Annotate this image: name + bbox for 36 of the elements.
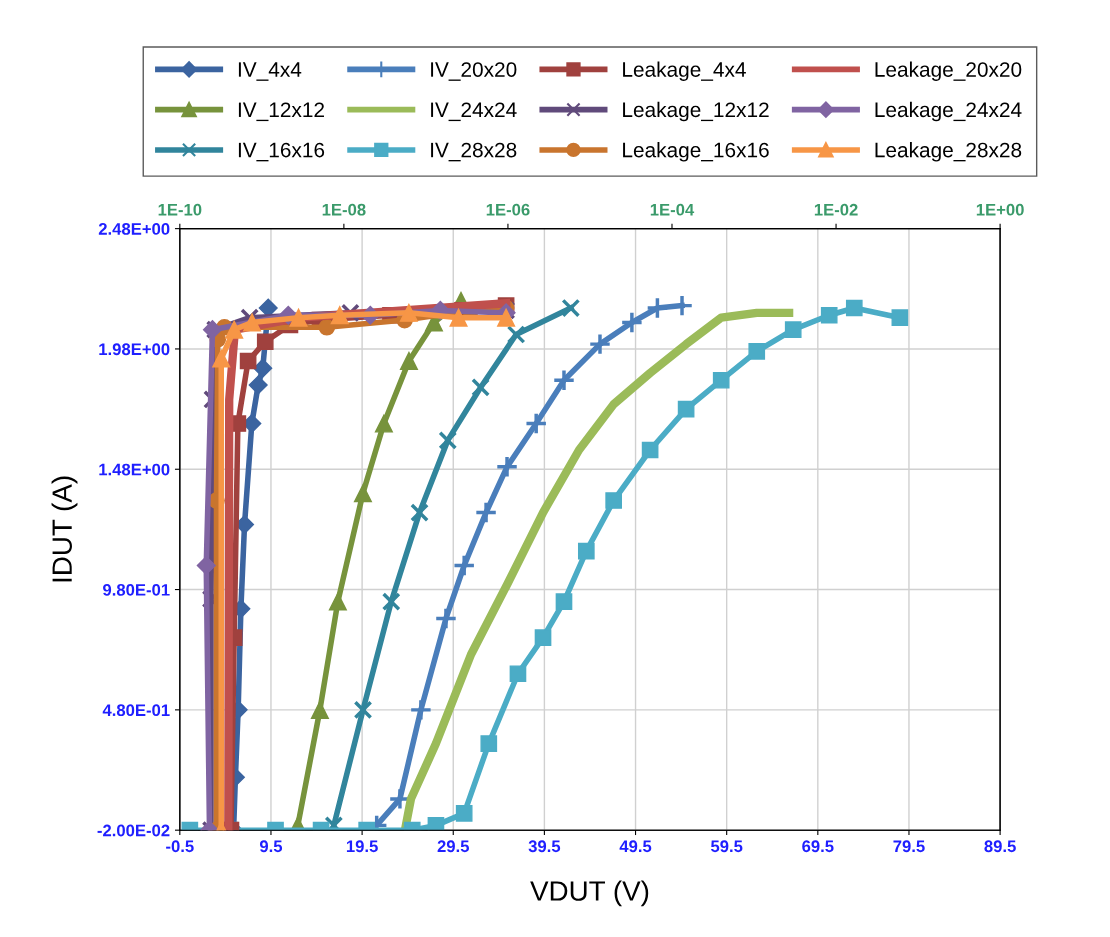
y-axis-title: IDUT (A)	[51, 476, 78, 582]
legend-label: Leakage_12x12	[623, 101, 769, 122]
x2-tick-label: 1E+00	[976, 203, 1024, 216]
x-tick-label: 9.5	[259, 840, 283, 853]
x2-tick-label: 1E-10	[158, 203, 202, 216]
legend-label: Leakage_28x28	[875, 142, 1022, 162]
x-tick-label: 59.5	[710, 840, 743, 853]
x-tick-label: 69.5	[802, 840, 834, 853]
legend-label: IV_28x28	[431, 142, 517, 162]
legend-label: IV_20x20	[431, 62, 517, 81]
legend-label: IV_12x12	[238, 102, 324, 122]
legend-label: Leakage_4x4	[623, 61, 746, 82]
y-tick-label: 1.48E+00	[99, 463, 170, 476]
x-tick-label: 39.5	[528, 840, 561, 853]
y-tick-label: -2.00E-02	[97, 824, 170, 837]
x-tick-label: 79.5	[893, 840, 925, 853]
x2-tick-label: 1E-04	[650, 203, 695, 216]
legend-label: IV_24x24	[431, 102, 517, 122]
legend-label: IV_4x4	[238, 62, 302, 81]
x2-tick-label: 1E-06	[486, 203, 530, 216]
x2-tick-label: 1E-08	[322, 203, 366, 216]
legend-label: Leakage_20x20	[875, 61, 1022, 82]
x-tick-label: 49.5	[619, 840, 652, 853]
x2-tick-label: 1E-02	[814, 203, 858, 216]
x-tick-label: 29.5	[437, 840, 470, 853]
x-axis-title: VDUT (V)	[530, 880, 649, 907]
legend-label: IV_16x16	[238, 142, 325, 162]
y-tick-label: 2.48E+00	[98, 223, 170, 235]
x-tick-label: -0.5	[166, 840, 194, 853]
y-tick-label: 9.80E-01	[103, 583, 170, 596]
legend-label: Leakage_24x24	[875, 101, 1022, 122]
y-tick-label: 1.98E+00	[99, 343, 170, 356]
x-tick-label: 19.5	[346, 840, 378, 853]
legend-label: Leakage_16x16	[623, 142, 769, 162]
y-tick-label: 4.80E-01	[102, 704, 170, 717]
x-tick-label: 89.5	[984, 840, 1016, 853]
